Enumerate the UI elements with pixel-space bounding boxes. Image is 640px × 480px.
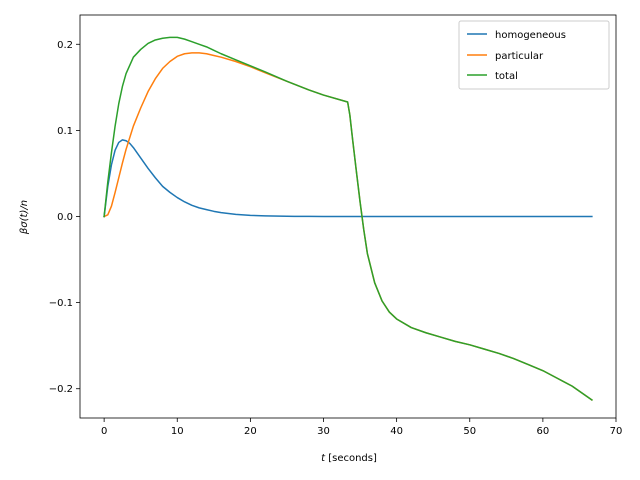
legend-label-total: total (495, 71, 518, 82)
x-tick-label: 20 (244, 426, 257, 437)
legend: homogeneous particular total (458, 20, 610, 90)
y-tick-label: 0.1 (57, 126, 73, 137)
series-layer (103, 36, 593, 401)
y-tick-label: 0.2 (57, 40, 73, 51)
y-axis-label: βσ(t)/n (19, 200, 30, 235)
axes-layer: 0 10 20 30 40 50 60 70 −0.2 −0.1 0.0 0.1 0.2 (49, 14, 623, 437)
y-tick-label: 0.0 (57, 212, 73, 223)
x-tick-label: 50 (463, 426, 476, 437)
legend-label-homogeneous: homogeneous (495, 30, 566, 41)
x-tick-label: 40 (390, 426, 403, 437)
legend-box (458, 20, 610, 90)
x-tick-label: 60 (537, 426, 550, 437)
series-line-homogeneous (103, 139, 593, 218)
series-line-total (103, 36, 593, 401)
y-tick-label: −0.2 (49, 384, 73, 395)
y-tick-label: −0.1 (49, 298, 73, 309)
legend-label-particular: particular (495, 51, 544, 62)
x-tick-label: 30 (317, 426, 330, 437)
x-tick-label: 0 (101, 426, 107, 437)
x-axis-label: t [seconds] (321, 453, 377, 464)
x-tick-label: 10 (171, 426, 184, 437)
x-tick-label: 70 (610, 426, 623, 437)
